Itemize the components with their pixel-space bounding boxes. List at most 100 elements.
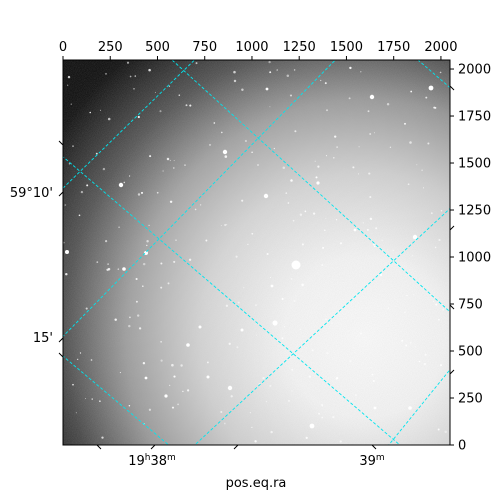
- faint-star: [324, 229, 326, 232]
- faint-star: [409, 141, 412, 144]
- faint-star: [413, 238, 415, 240]
- faint-star: [334, 135, 337, 138]
- faint-star: [188, 258, 192, 261]
- x-pixel-tick-label-1000: 1000: [235, 40, 268, 55]
- star: [272, 320, 278, 326]
- faint-star: [78, 214, 81, 217]
- faint-star: [89, 111, 91, 114]
- faint-star: [283, 326, 286, 328]
- right-world-ticks: [449, 85, 455, 375]
- faint-star: [160, 359, 163, 362]
- faint-star: [438, 238, 441, 242]
- faint-star: [348, 97, 351, 100]
- faint-star: [175, 239, 177, 241]
- faint-star: [381, 239, 383, 241]
- faint-star: [169, 159, 171, 162]
- star: [408, 406, 412, 410]
- y-pixel-tick-label-1250: 1250: [458, 204, 491, 219]
- faint-star: [160, 341, 162, 343]
- faint-star: [228, 342, 231, 345]
- faint-star: [205, 239, 208, 242]
- faint-star: [90, 359, 93, 361]
- faint-star: [135, 300, 138, 303]
- faint-star: [336, 146, 338, 148]
- faint-star: [418, 360, 421, 363]
- faint-star: [287, 202, 290, 204]
- star: [369, 94, 375, 100]
- ra-tick-label-39m: 39m: [359, 453, 384, 469]
- faint-star: [107, 117, 111, 121]
- faint-star: [208, 143, 212, 146]
- faint-star: [148, 68, 151, 72]
- faint-star: [241, 88, 244, 91]
- faint-star: [370, 367, 372, 369]
- faint-star: [255, 334, 257, 336]
- faint-star: [142, 285, 144, 288]
- faint-star: [169, 200, 173, 204]
- faint-star: [251, 232, 254, 235]
- faint-star: [99, 400, 101, 402]
- faint-star: [64, 204, 67, 206]
- faint-star: [325, 217, 327, 219]
- faint-star: [299, 213, 303, 216]
- faint-star: [427, 142, 430, 145]
- faint-star: [96, 261, 99, 263]
- faint-star: [169, 384, 171, 386]
- faint-star: [230, 395, 233, 398]
- x-pixel-tick-label-0: 0: [59, 40, 67, 55]
- faint-star: [435, 303, 438, 306]
- faint-star: [77, 358, 79, 360]
- faint-star: [375, 227, 378, 230]
- faint-star: [440, 210, 443, 212]
- star: [265, 87, 269, 91]
- faint-star: [237, 301, 240, 304]
- faint-star: [339, 440, 342, 443]
- faint-star: [359, 332, 363, 335]
- faint-star: [171, 363, 174, 367]
- faint-star: [226, 223, 228, 225]
- star: [227, 385, 233, 391]
- faint-star: [160, 262, 163, 265]
- faint-star: [416, 164, 418, 166]
- faint-star: [352, 166, 355, 169]
- faint-star: [91, 398, 93, 400]
- star: [164, 394, 168, 398]
- faint-star: [325, 318, 327, 320]
- faint-star: [72, 145, 74, 147]
- faint-star: [421, 169, 423, 171]
- faint-star: [180, 364, 183, 367]
- faint-star: [80, 190, 84, 194]
- faint-star: [265, 400, 268, 403]
- dec-tick-label-15: 15': [33, 331, 53, 346]
- faint-star: [142, 362, 146, 365]
- faint-star: [335, 219, 338, 221]
- faint-star: [317, 165, 320, 168]
- faint-star: [233, 79, 237, 83]
- faint-star: [311, 349, 314, 352]
- faint-star: [162, 170, 164, 172]
- faint-star: [304, 210, 307, 213]
- faint-star: [235, 255, 238, 258]
- faint-star: [318, 412, 321, 415]
- faint-star: [358, 146, 360, 148]
- right-pixel-axis: 0 250 500 750 1000 1250 1500 1750 2000: [450, 63, 491, 454]
- faint-star: [133, 88, 135, 90]
- faint-star: [105, 240, 108, 243]
- faint-star: [148, 408, 152, 411]
- star: [186, 343, 190, 347]
- left-world-ticks: [58, 140, 64, 358]
- faint-star: [289, 94, 293, 97]
- top-pixel-axis: 0 250 500 750 1000 1250 1500 1750 2000: [59, 40, 457, 60]
- star: [65, 250, 69, 254]
- faint-star: [392, 249, 394, 252]
- faint-star: [413, 294, 415, 296]
- faint-star: [320, 79, 322, 82]
- y-pixel-tick-label-1000: 1000: [458, 251, 491, 266]
- faint-star: [410, 90, 413, 93]
- faint-star: [154, 91, 157, 93]
- faint-star: [281, 297, 284, 300]
- faint-star: [290, 179, 293, 182]
- faint-star: [223, 422, 226, 425]
- faint-star: [65, 272, 68, 276]
